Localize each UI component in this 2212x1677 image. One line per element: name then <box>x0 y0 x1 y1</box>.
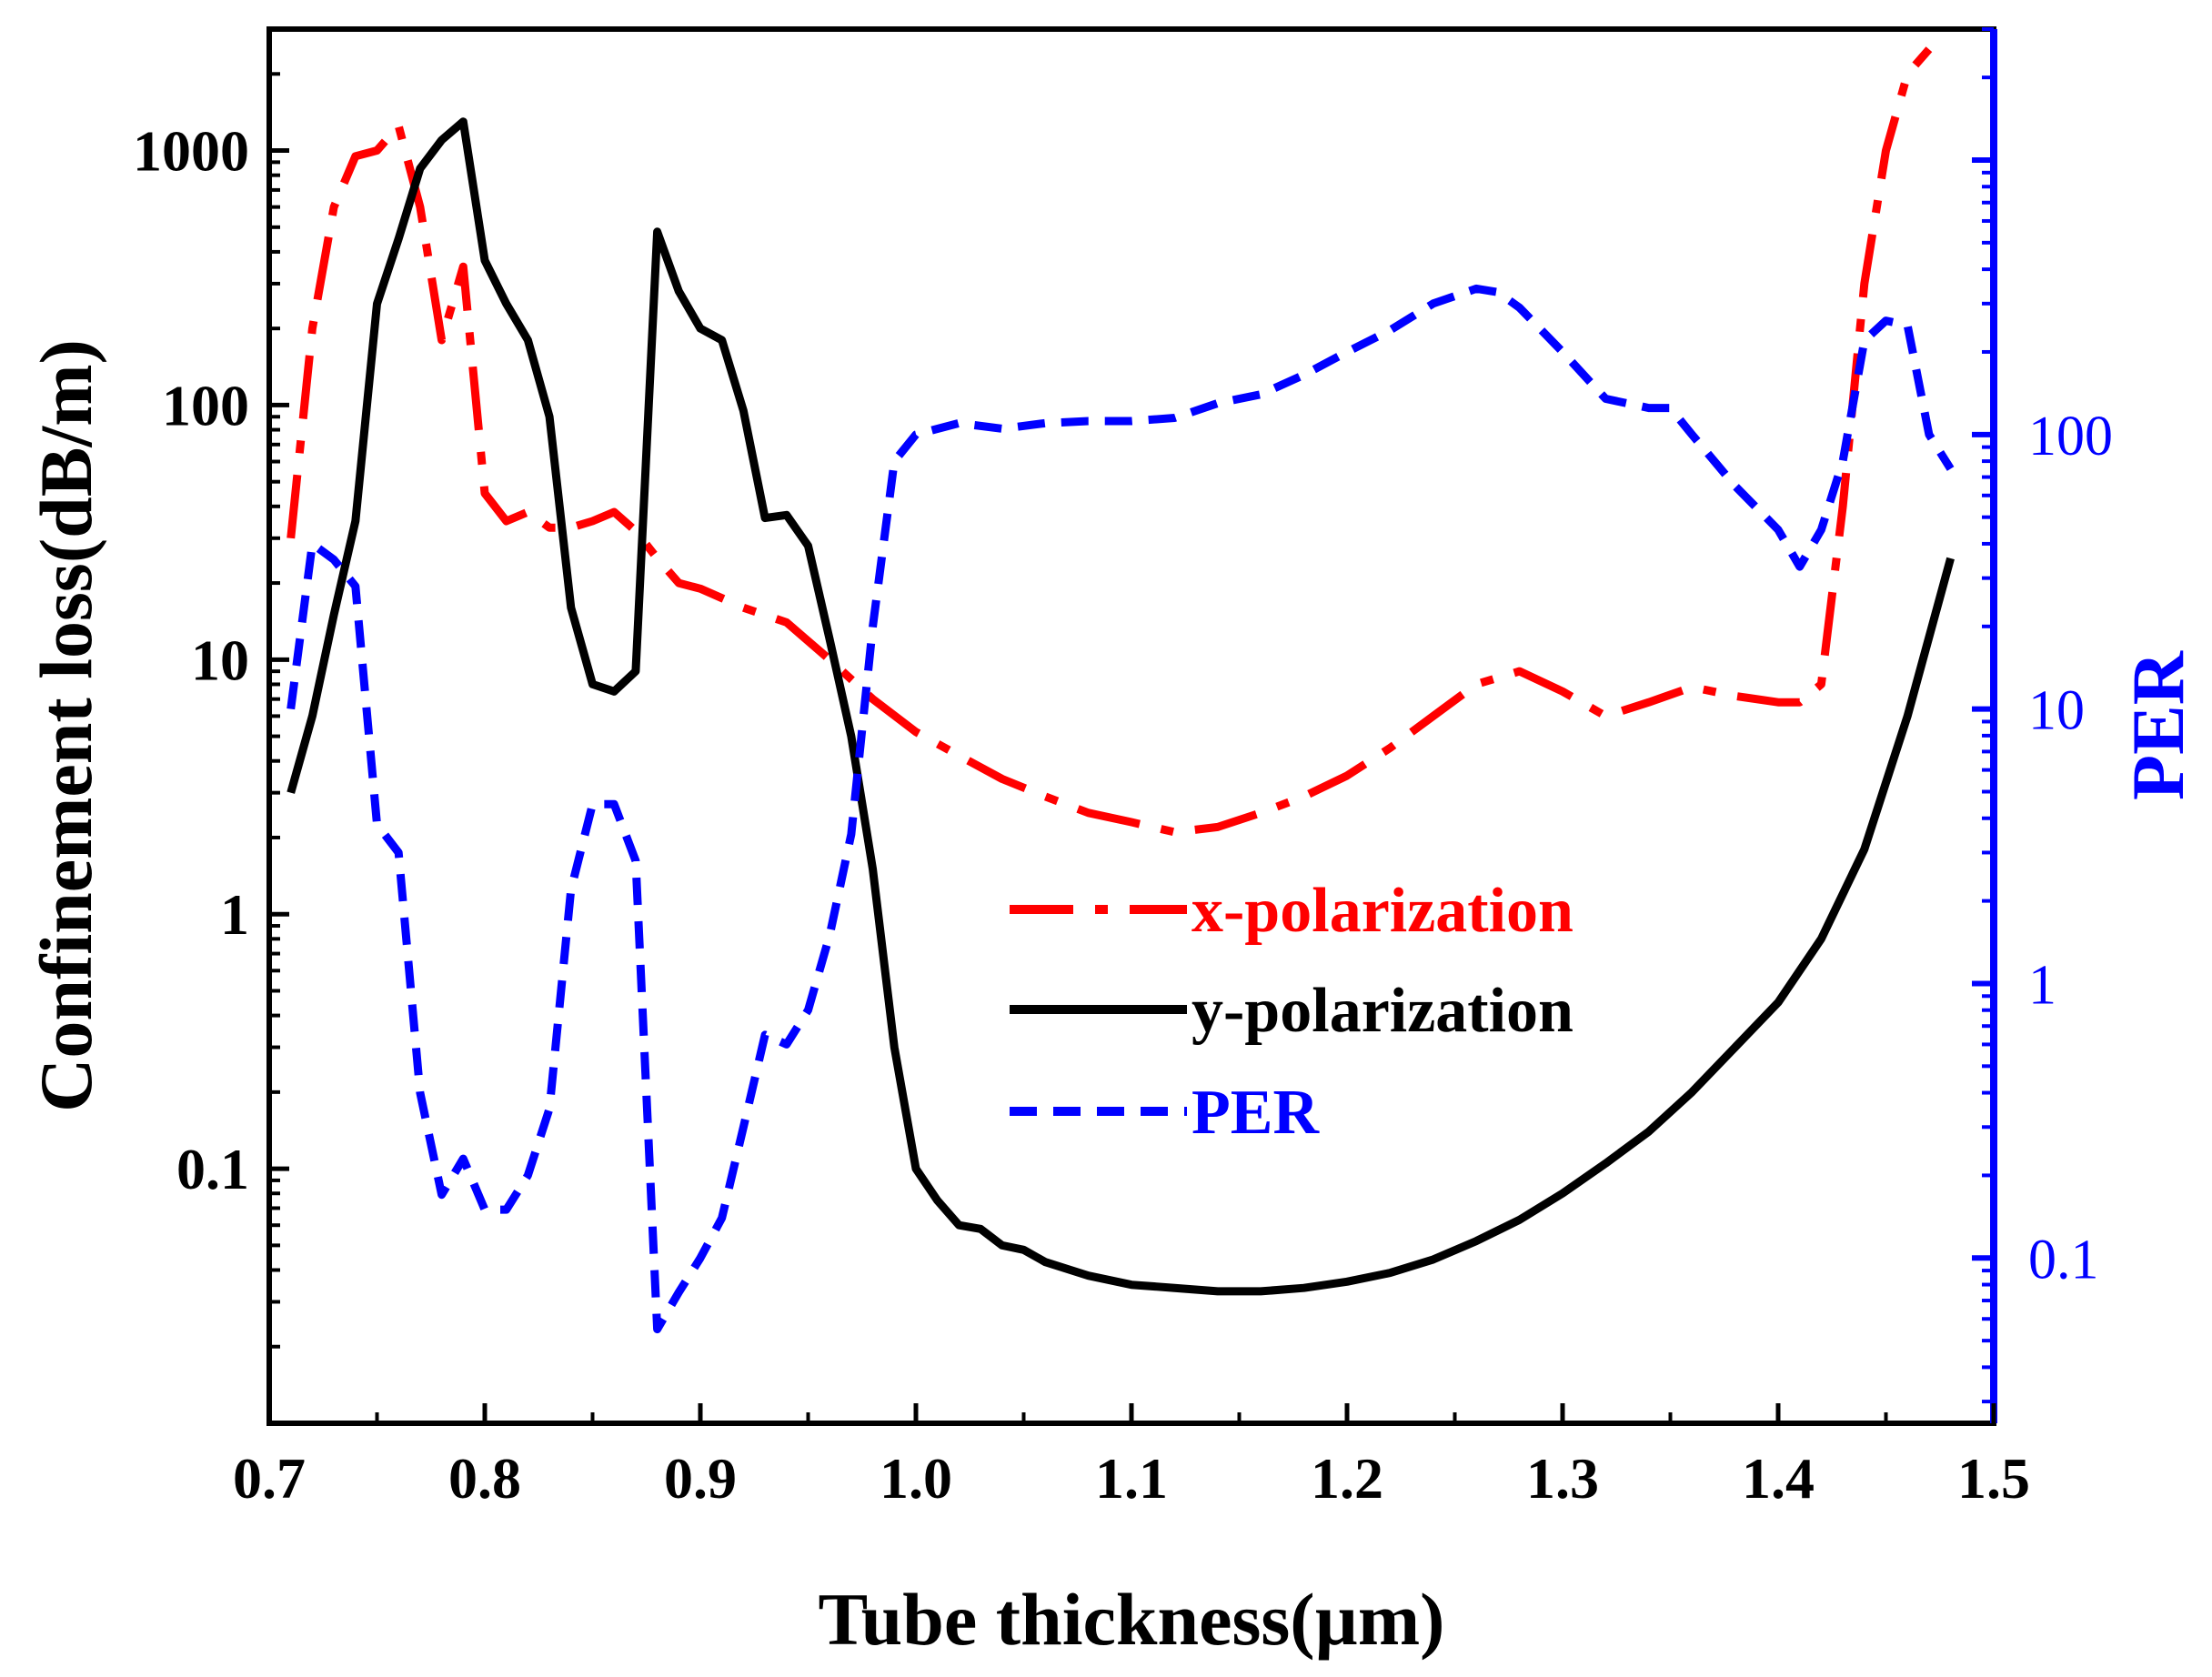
x-tick-label: 1.4 <box>1742 1446 1815 1511</box>
y-right-tick-label: 1 <box>2028 954 2056 1016</box>
series-line-x-polarization <box>287 46 1933 837</box>
x-tick-label: 0.7 <box>233 1446 306 1511</box>
y-right-tick-label: 0.1 <box>2028 1229 2099 1290</box>
legend: x-polarization y-polarization PER <box>1010 876 1574 1148</box>
y-left-tick-label: 1 <box>220 882 249 947</box>
y-left-tick-label: 10 <box>191 628 249 692</box>
legend-label-y-polarization: y-polarization <box>1191 976 1574 1046</box>
left-axis-ticks: 0.1 1 10 100 1000 <box>133 27 289 1426</box>
y-left-tick-label: 1000 <box>133 119 249 184</box>
series-line-y-polarization <box>287 117 1955 1296</box>
y-right-tick-label: 10 <box>2028 680 2085 742</box>
x-tick-label: 1.0 <box>880 1446 952 1511</box>
x-axis-ticks: 0.7 0.8 0.9 1.0 1.1 1.2 1.3 1.4 1.5 <box>233 1403 2030 1511</box>
y-left-tick-label: 0.1 <box>176 1137 249 1201</box>
x-tick-label: 0.8 <box>448 1446 521 1511</box>
right-axis-ticks: 0.1 1 10 100 <box>1972 27 2113 1404</box>
x-tick-label: 0.9 <box>664 1446 737 1511</box>
y-right-tick-label: 100 <box>2028 406 2113 467</box>
x-tick-label: 1.3 <box>1526 1446 1599 1511</box>
series-line-per <box>287 284 1955 1334</box>
x-tick-label: 1.1 <box>1095 1446 1168 1511</box>
x-tick-label: 1.5 <box>1957 1446 2030 1511</box>
right-axis-title: PER <box>2116 650 2199 800</box>
x-axis-title: Tube thickness(µm) <box>819 1578 1445 1661</box>
x-tick-label: 1.2 <box>1311 1446 1383 1511</box>
legend-label-per: PER <box>1191 1078 1320 1148</box>
legend-label-x-polarization: x-polarization <box>1191 876 1574 946</box>
y-left-tick-label: 100 <box>162 373 249 437</box>
left-axis-title: Confinement loss(dB/m) <box>25 339 107 1112</box>
series-layer <box>287 46 1955 1334</box>
